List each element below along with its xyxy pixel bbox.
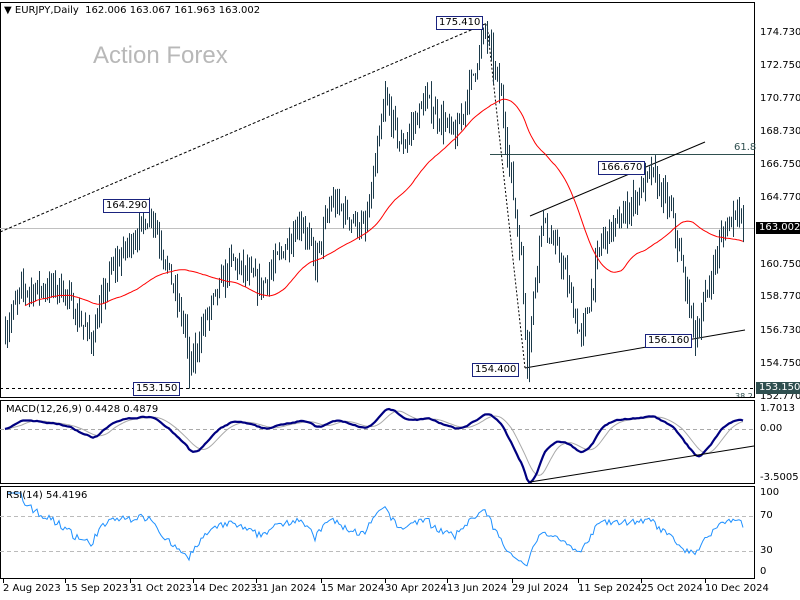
date-axis-label: 14 Dec 2023 xyxy=(193,583,257,594)
date-axis-label: 15 Mar 2024 xyxy=(321,583,385,594)
channel-upper-line xyxy=(529,141,706,217)
rsi-axis-70: 70 xyxy=(760,510,773,521)
macd-line xyxy=(4,407,744,484)
price-axis-label: 172.750 xyxy=(760,59,800,71)
symbol-label: EURJPY,Daily xyxy=(14,5,79,16)
price-axis-label: 152.770 xyxy=(760,390,800,402)
macd-panel-frame xyxy=(0,400,755,484)
macd-axis-top: 1.7013 xyxy=(760,403,795,414)
rsi-panel-frame xyxy=(0,486,755,579)
date-axis-label: 13 Jun 2024 xyxy=(447,583,508,594)
annotation-low1: 153.150 xyxy=(133,382,181,396)
rsi-axis-100: 100 xyxy=(760,487,780,498)
price-axis-label: 170.770 xyxy=(760,92,800,104)
date-axis-label: 15 Sep 2023 xyxy=(65,583,129,594)
macd-signal-line xyxy=(4,410,744,476)
annotation-h2: 166.670 xyxy=(598,161,646,175)
macd-trendline xyxy=(529,445,755,483)
fib-382-label: 38.2 xyxy=(735,392,753,397)
chart-title: ▼ EURJPY,Daily 162.006 163.067 161.963 1… xyxy=(4,5,260,16)
annotation-h1: 164.290 xyxy=(103,199,151,213)
date-axis-label: 29 Jul 2024 xyxy=(512,583,569,594)
macd-label: MACD(12,26,9) 0.4428 0.4879 xyxy=(6,404,159,415)
macd-axis-bottom: -3.5005 xyxy=(760,472,799,483)
price-axis-label: 164.770 xyxy=(760,192,800,204)
main-panel-frame xyxy=(0,2,755,398)
channel-lower-line xyxy=(524,329,746,369)
moving-average-line xyxy=(24,98,744,307)
date-axis-label: 25 Oct 2024 xyxy=(641,583,703,594)
price-axis-label: 160.750 xyxy=(760,258,800,270)
price-axis-label: 158.770 xyxy=(760,291,800,303)
date-axis-label: 2 Aug 2023 xyxy=(3,583,61,594)
dropdown-arrow-icon[interactable]: ▼ xyxy=(4,5,15,16)
rsi-label: RSI(14) 54.4196 xyxy=(6,490,88,501)
rsi-axis-0: 0 xyxy=(760,566,767,577)
price-axis-label: 154.750 xyxy=(760,358,800,370)
dotted-trendline xyxy=(486,23,526,369)
annotation-low3: 156.160 xyxy=(645,334,693,348)
ohlc-values: 162.006 163.067 161.963 163.002 xyxy=(85,5,261,16)
macd-axis-zero: 0.00 xyxy=(760,423,783,434)
watermark: Action Forex xyxy=(93,42,228,69)
rsi-line xyxy=(7,492,744,567)
price-axis-label: 166.750 xyxy=(760,159,800,171)
date-axis-label: 31 Jan 2024 xyxy=(256,583,316,594)
date-axis-label: 10 Dec 2024 xyxy=(705,583,769,594)
price-axis-label: 174.730 xyxy=(760,27,800,38)
rsi-axis-30: 30 xyxy=(760,545,773,556)
level-tag: 153.150 xyxy=(756,382,800,394)
price-axis-label: 168.730 xyxy=(760,126,800,138)
dashed-trendline xyxy=(0,23,486,233)
price-axis-label: 156.730 xyxy=(760,325,800,337)
fib-618-label: 61.8 xyxy=(734,142,757,153)
date-axis-label: 30 Apr 2024 xyxy=(385,583,447,594)
annotation-high: 175.410 xyxy=(436,16,484,30)
date-axis-label: 31 Oct 2023 xyxy=(130,583,192,594)
annotation-low2: 154.400 xyxy=(472,363,520,377)
date-axis-label: 11 Sep 2024 xyxy=(578,583,642,594)
current-price-tag: 163.002 xyxy=(756,222,800,234)
